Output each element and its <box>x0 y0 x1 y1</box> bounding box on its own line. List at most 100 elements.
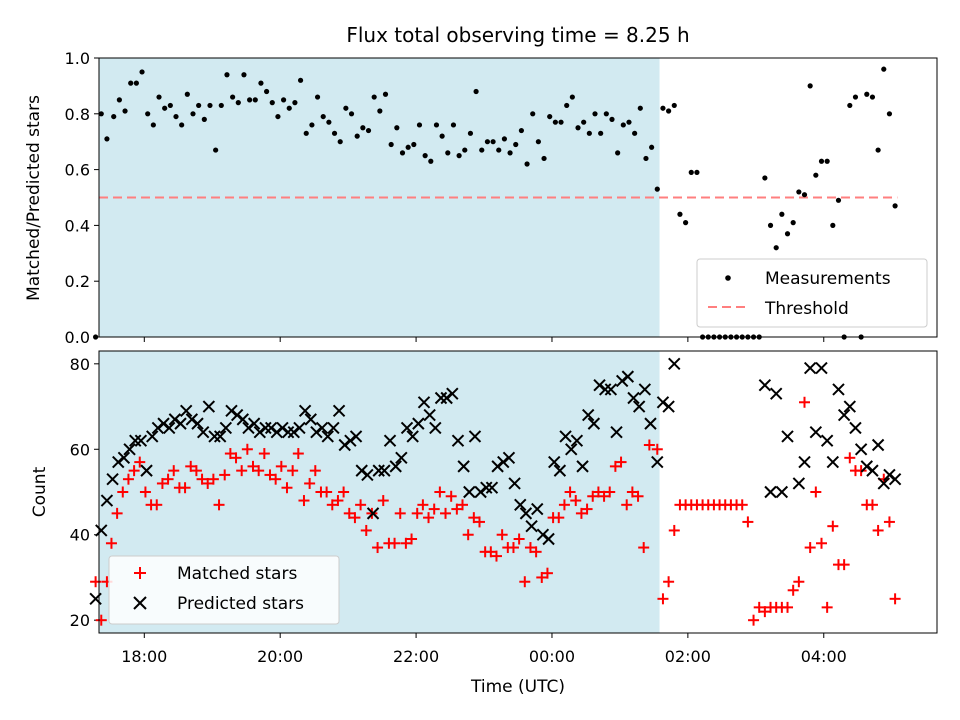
matched-star-point <box>524 542 536 554</box>
top-y-tick-label: 0.0 <box>65 328 90 347</box>
matched-star-point <box>202 477 214 489</box>
legend-matched-label: Matched stars <box>177 564 297 584</box>
matched-star-point <box>151 499 163 511</box>
matched-star-point <box>298 495 310 507</box>
measurement-point <box>513 141 519 148</box>
predicted-star-point <box>213 430 227 443</box>
measurement-point <box>213 147 219 153</box>
matched-star-point <box>575 507 587 519</box>
measurement-point <box>433 122 440 128</box>
matched-star-point <box>507 542 519 554</box>
matched-star-point <box>343 507 355 519</box>
matched-star-point <box>490 550 502 562</box>
measurement-point <box>518 127 524 134</box>
matched-star-point <box>134 456 146 468</box>
legend-threshold-label: Threshold <box>764 299 849 319</box>
matched-star-point <box>230 452 242 464</box>
measurement-point <box>139 69 145 75</box>
matched-star-point <box>304 477 316 489</box>
matched-star-point <box>804 542 816 554</box>
matched-star-point <box>241 443 253 455</box>
top-y-label: Matched/Predicted stars <box>24 95 44 301</box>
matched-star-point <box>162 473 174 485</box>
measurement-point <box>98 111 104 117</box>
measurement-point <box>354 133 360 139</box>
measurement-point <box>179 122 185 128</box>
matched-star-point <box>748 614 760 626</box>
matched-star-point <box>423 512 435 524</box>
matched-star-point <box>417 499 429 511</box>
matched-star-point <box>866 499 878 511</box>
measurement-point <box>564 102 570 109</box>
predicted-star-point <box>485 481 499 494</box>
matched-star-point <box>196 473 208 485</box>
matched-star-point <box>406 533 418 545</box>
predicted-star-point <box>803 361 817 375</box>
predicted-star-point <box>106 472 119 486</box>
predicted-star-point <box>417 396 431 409</box>
bottom-y-axis: 20 40 60 80 <box>70 355 99 630</box>
predicted-star-point <box>849 421 862 435</box>
predicted-star-point <box>519 507 533 520</box>
matched-star-point <box>643 439 655 451</box>
top-legend-box <box>696 258 928 328</box>
predicted-star-point <box>877 477 890 490</box>
chart-title: Flux total observing time = 8.25 h <box>346 23 689 47</box>
bottom-x-label: Time (UTC) <box>470 677 565 697</box>
predicted-star-point <box>548 455 561 469</box>
predicted-star-point <box>315 421 329 435</box>
matched-star-point <box>844 452 856 464</box>
measurement-point <box>360 125 366 131</box>
matched-star-point <box>332 495 344 507</box>
measurement-point <box>886 111 893 117</box>
matched-stars-series <box>90 396 901 626</box>
measurement-point <box>626 119 632 125</box>
measurement-point <box>292 100 298 106</box>
measurement-point <box>111 113 117 120</box>
predicted-star-point <box>576 460 589 473</box>
measurement-point <box>388 141 394 148</box>
matched-star-point <box>592 486 604 498</box>
measurement-point <box>683 220 689 226</box>
matched-star-point <box>753 601 765 613</box>
matched-star-point <box>224 448 236 460</box>
matched-star-point <box>553 512 565 524</box>
measurement-point <box>269 100 275 106</box>
bottom-y-tick-label: 60 <box>70 440 90 459</box>
measurement-point <box>445 150 451 156</box>
matched-star-point <box>258 448 270 460</box>
measurement-point <box>235 100 241 106</box>
bottom-x-tick-label: 02:00 <box>665 647 711 666</box>
measurement-point <box>439 133 445 139</box>
matched-star-point <box>638 542 650 554</box>
measurement-point <box>671 102 677 109</box>
top-x-axis <box>143 337 825 342</box>
matched-star-point <box>621 499 633 511</box>
predicted-star-point <box>627 391 640 405</box>
measurement-point <box>807 83 813 89</box>
matched-star-point <box>213 499 225 511</box>
predicted-star-point <box>259 421 272 435</box>
matched-star-point <box>742 516 754 528</box>
predicted-stars-series <box>89 357 902 606</box>
predicted-star-point <box>815 361 828 375</box>
predicted-star-point <box>429 421 442 435</box>
predicted-star-point <box>208 430 221 443</box>
matched-star-point <box>139 486 151 498</box>
measurement-point <box>320 113 326 120</box>
bottom-y-tick-label: 20 <box>70 611 90 630</box>
measurement-point <box>773 245 779 251</box>
measurement-point <box>411 141 417 148</box>
matched-star-point <box>657 593 669 605</box>
legend-measurements-marker <box>725 275 731 281</box>
matched-star-point <box>519 576 531 588</box>
matched-star-point <box>787 584 799 596</box>
measurement-point <box>184 91 190 97</box>
legend-matched-marker <box>134 567 146 579</box>
bottom-x-tick-label: 00:00 <box>529 647 575 666</box>
measurement-point <box>569 94 575 100</box>
matched-star-point <box>782 601 794 613</box>
matched-star-point <box>207 473 219 485</box>
predicted-star-point <box>604 383 618 396</box>
